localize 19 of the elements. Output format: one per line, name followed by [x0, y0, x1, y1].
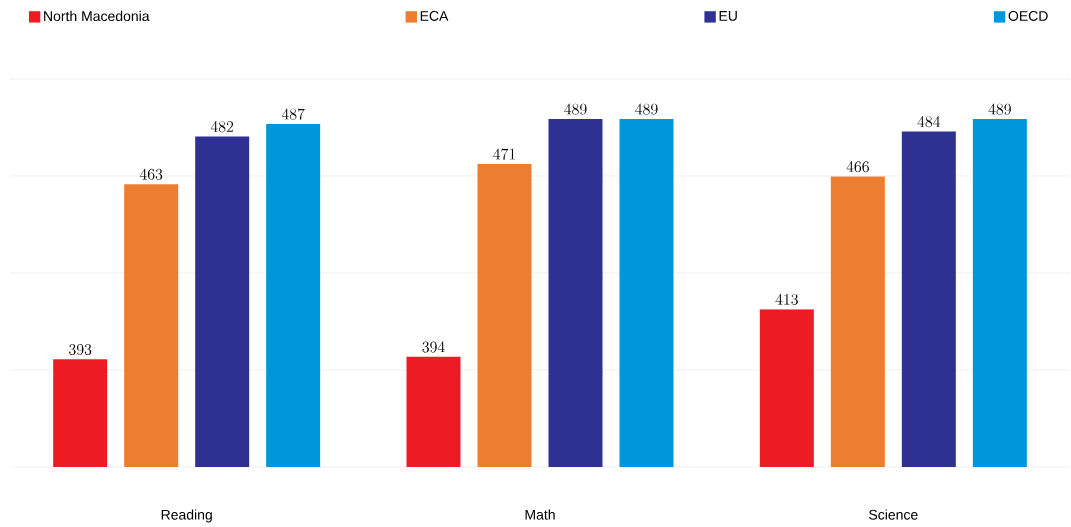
data-label: 487 [281, 108, 305, 120]
legend-label: North Macedonia [44, 10, 150, 22]
data-label: 466 [846, 161, 869, 173]
data-label: 463 [139, 168, 163, 180]
data-label: 489 [564, 103, 587, 115]
data-label: 484 [917, 116, 941, 128]
x-tick-label: Science [869, 509, 918, 520]
data-label: 393 [69, 344, 92, 356]
data-label: 489 [988, 103, 1011, 115]
legend-label: EU [719, 11, 737, 21]
legend-label: ECA [420, 11, 449, 21]
x-tick-label: Reading [161, 509, 212, 523]
data-label: 394 [422, 341, 445, 353]
data-label: 482 [210, 121, 234, 133]
data-label: 489 [635, 103, 658, 115]
data-label: 471 [493, 148, 515, 160]
x-tick-label: Math [525, 509, 555, 520]
data-label: 413 [775, 293, 798, 305]
legend-label: OECD [1008, 11, 1048, 21]
